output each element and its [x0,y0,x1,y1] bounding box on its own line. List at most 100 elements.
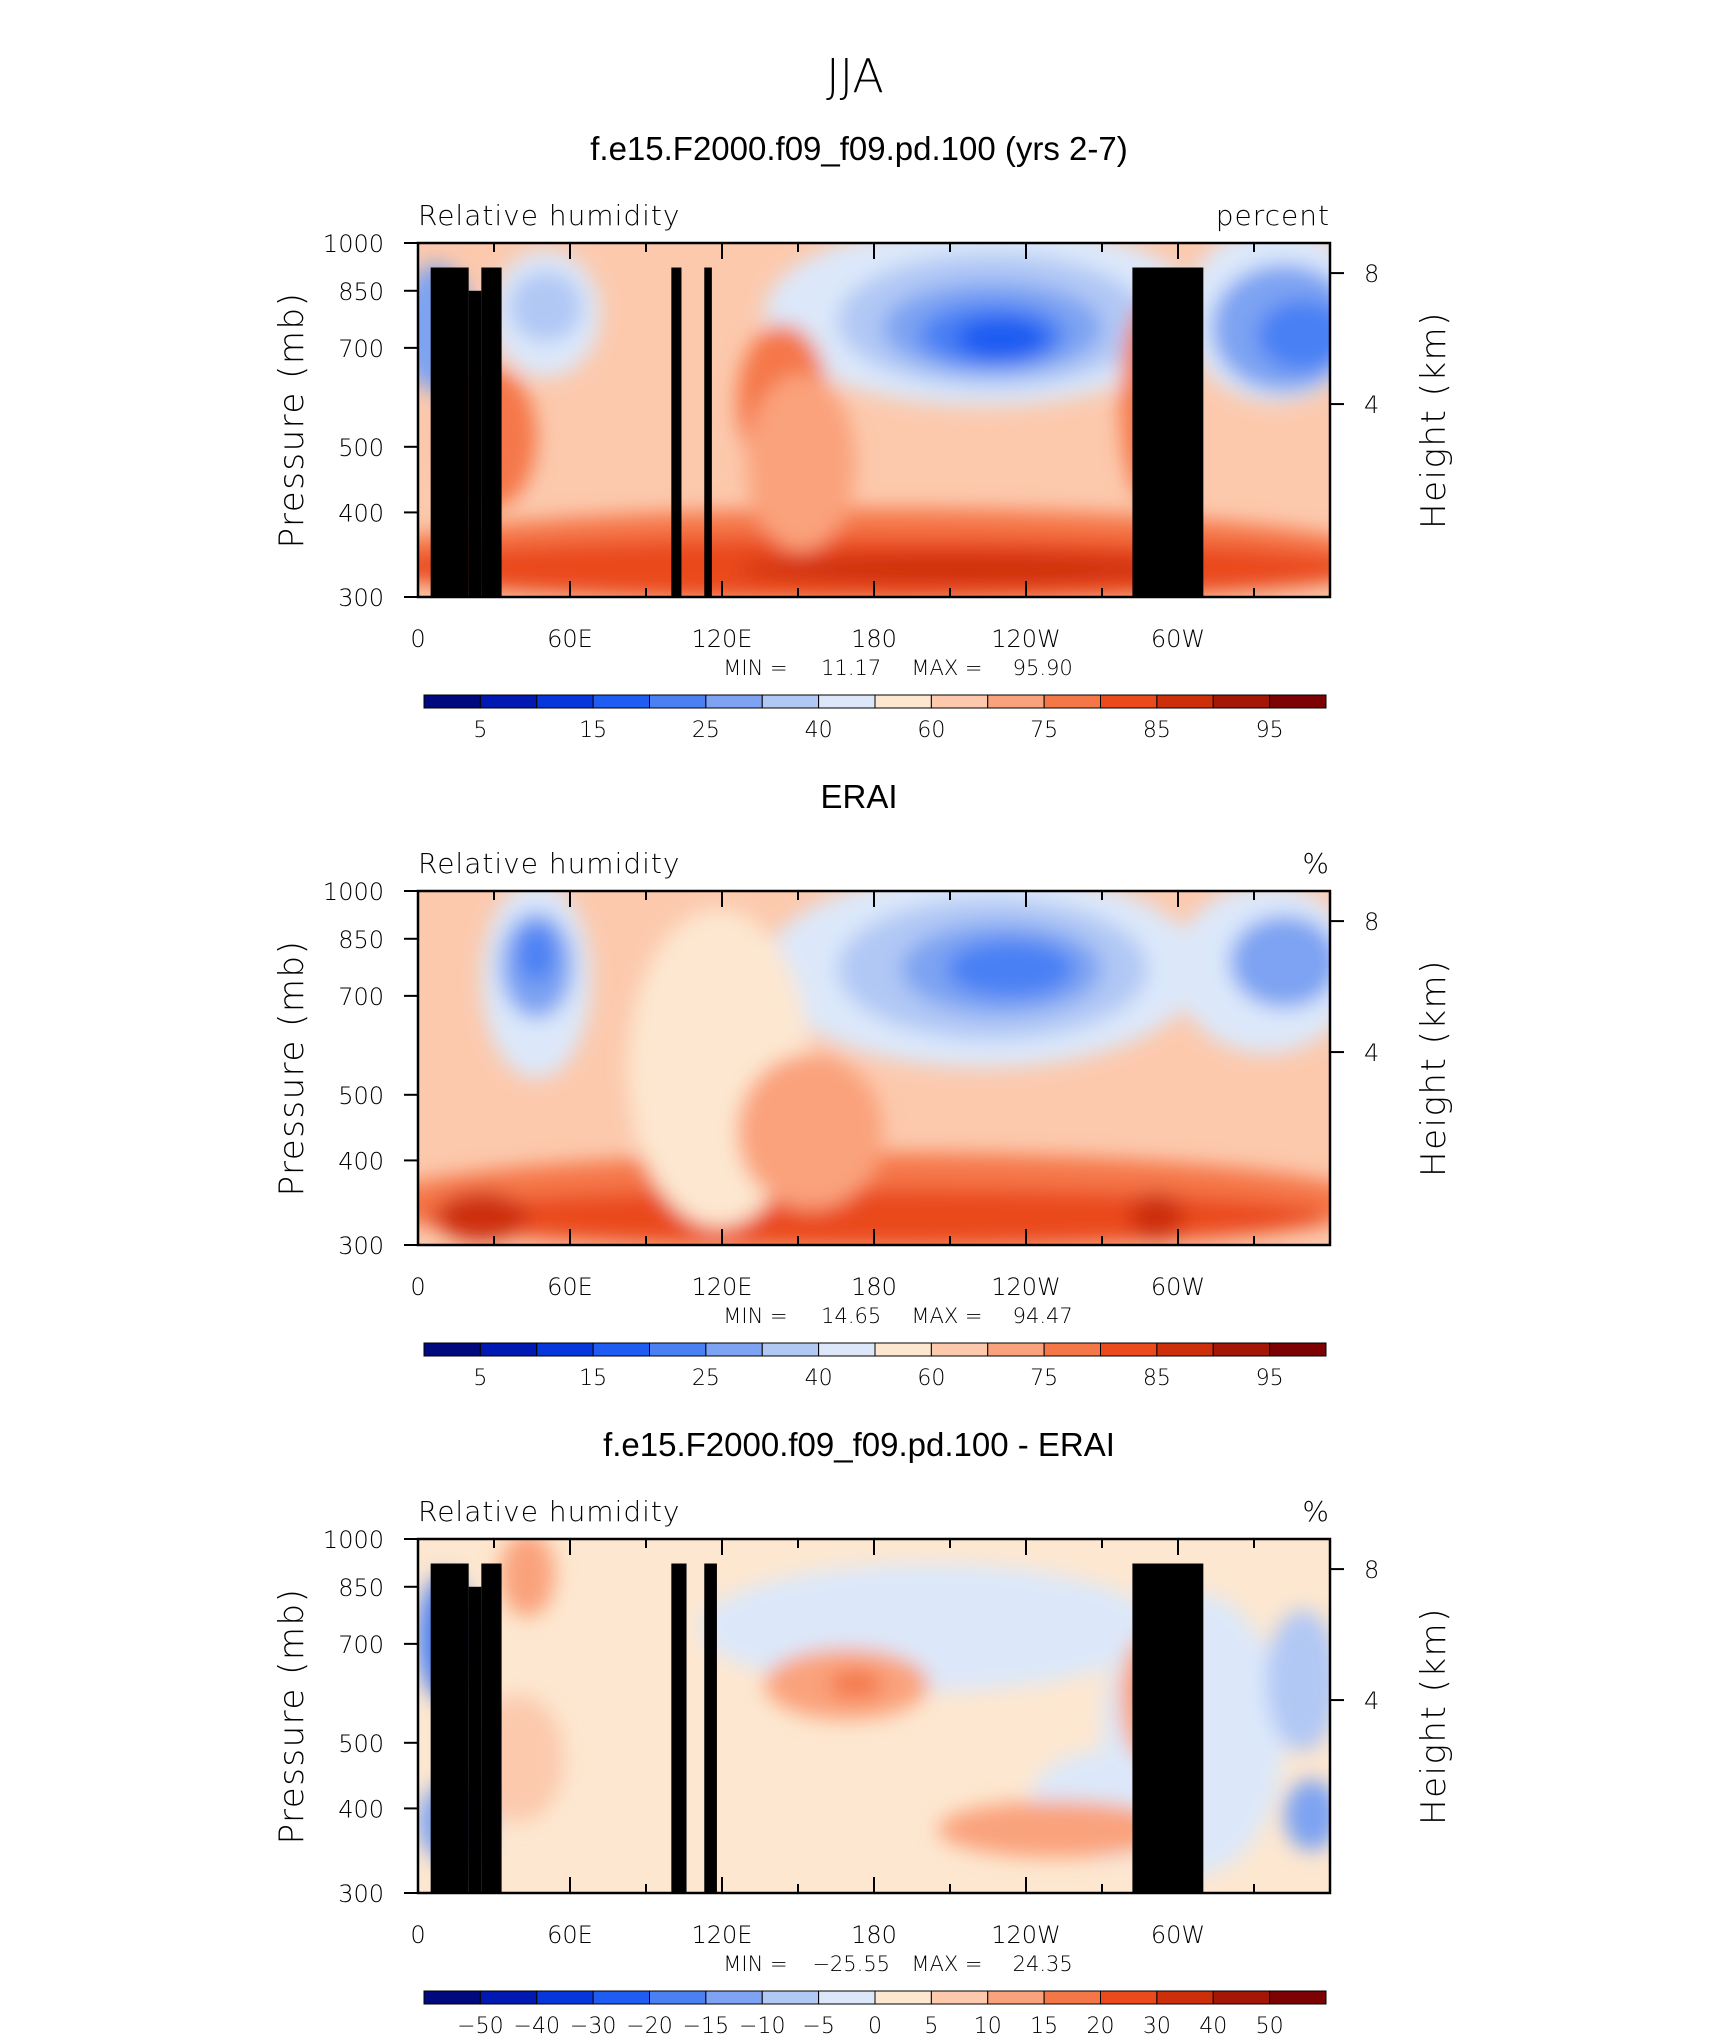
y-tick-label: 500 [338,1082,384,1110]
x-tick-label: 120E [692,625,753,653]
stats-min-label: MIN = [723,1952,787,1976]
field-region [737,1053,884,1210]
colorbar-swatch [536,1990,594,2005]
colorbar-swatch [649,1990,707,2005]
stats-max: 24.35 [1013,1952,1073,1976]
colorbar-swatch [479,1342,538,1357]
colorbar-swatch [1043,694,1101,709]
colorbar-swatch [874,1990,932,2005]
colorbar-label: 15 [579,1366,607,1391]
x-tick-label: 60E [547,1273,593,1301]
contour-field [418,1539,1330,1893]
colorbar-swatch [1043,1342,1101,1357]
y-tick-label: 400 [338,1147,384,1175]
colorbar-label: 20 [1087,2014,1115,2038]
units-label: percent [1216,199,1330,232]
x-tick-label: 60W [1151,625,1205,653]
colorbar-label: 75 [1030,1366,1058,1391]
stats-max-label: MAX = [911,1952,982,1976]
colorbar-swatch [1212,1990,1271,2005]
colorbar-swatch [479,694,538,709]
y-tick-label: 1000 [323,1526,384,1554]
topography-mask [481,267,502,597]
x-tick-label: 0 [410,1273,425,1301]
colorbar: 5 15 25 40 60 75 85 95 [423,1342,1327,1391]
x-tick-label: 120W [991,1273,1061,1301]
height-tick-label: 8 [1364,908,1379,936]
variable-label: Relative humidity [418,199,680,232]
y-axis-title: Pressure (mb) [272,292,312,549]
colorbar-swatch [423,1990,481,2005]
x-tick-label: 0 [410,625,425,653]
colorbar-label: 25 [692,1366,720,1391]
stats-max: 94.47 [1013,1304,1073,1328]
colorbar-swatch [423,694,481,709]
colorbar-swatch [874,1342,932,1357]
colorbar-label: 60 [917,1366,945,1391]
height-tick-label: 4 [1364,1687,1379,1715]
colorbar-swatch [1269,1342,1327,1357]
colorbar-label: 60 [917,718,945,743]
colorbar-label: −10 [739,2014,785,2038]
panel-title: ERAI [820,778,897,815]
field-region [518,926,555,984]
colorbar-label: 50 [1256,2014,1284,2038]
colorbar-label: 5 [473,718,487,743]
field-region [746,373,856,551]
height-tick-label: 4 [1364,1039,1379,1067]
colorbar-label: −50 [457,2014,503,2038]
field-region [737,554,1194,583]
x-tick-label: 60E [547,625,593,653]
field-region [1284,1779,1330,1851]
colorbar-swatch [705,1990,763,2005]
x-tick-label: 180 [851,1273,897,1301]
colorbar-swatch [930,1990,989,2005]
y-axis-title: Pressure (mb) [272,1588,312,1845]
colorbar-swatch [1043,1990,1101,2005]
y-tick-label: 500 [338,434,384,462]
panel-1: f.e15.F2000.f09_f09.pd.100 (yrs 2-7) Rela… [272,130,1454,743]
y-tick-label: 400 [338,499,384,527]
colorbar-swatch [536,1342,594,1357]
colorbar-swatch [1156,694,1214,709]
topography-mask [430,267,469,597]
colorbar-swatch [705,694,763,709]
height-tick-label: 8 [1364,260,1379,288]
field-region [436,1191,528,1242]
colorbar-swatch [1269,1990,1327,2005]
colorbar-label: −40 [514,2014,560,2038]
field-region [500,1539,555,1617]
colorbar-label: 15 [579,718,607,743]
y-tick-label: 300 [338,1880,384,1908]
y-tick-label: 1000 [323,230,384,258]
colorbar-label: 0 [868,2014,882,2038]
field-region [1129,1191,1185,1242]
y-axis-title: Pressure (mb) [272,940,312,1197]
y-tick-label: 300 [338,584,384,612]
panel-title: f.e15.F2000.f09_f09.pd.100 - ERAI [603,1426,1115,1463]
right-axis-title: Height (km) [1414,959,1454,1177]
variable-label: Relative humidity [418,847,680,880]
topography-mask [481,1563,502,1893]
x-tick-label: 60W [1151,1273,1205,1301]
topography-mask [1132,267,1204,597]
colorbar-label: 95 [1256,1366,1284,1391]
contour-field [418,891,1330,1245]
x-tick-label: 120E [692,1921,753,1949]
colorbar-swatch [479,1990,538,2005]
stats-max-label: MAX = [911,656,982,680]
right-axis-title: Height (km) [1414,1607,1454,1825]
topography-mask [430,1563,469,1893]
panel-title: f.e15.F2000.f09_f09.pd.100 (yrs 2-7) [590,130,1128,167]
height-tick-label: 8 [1364,1556,1379,1584]
colorbar-label: 30 [1143,2014,1171,2038]
field-region [418,1188,1330,1245]
contour-field [418,243,1330,597]
colorbar-label: 85 [1143,718,1171,743]
colorbar-swatch [1156,1342,1214,1357]
colorbar-label: −15 [683,2014,729,2038]
colorbar-swatch [761,1990,820,2005]
colorbar-label: −30 [570,2014,616,2038]
topography-mask [671,267,682,597]
x-tick-label: 0 [410,1921,425,1949]
